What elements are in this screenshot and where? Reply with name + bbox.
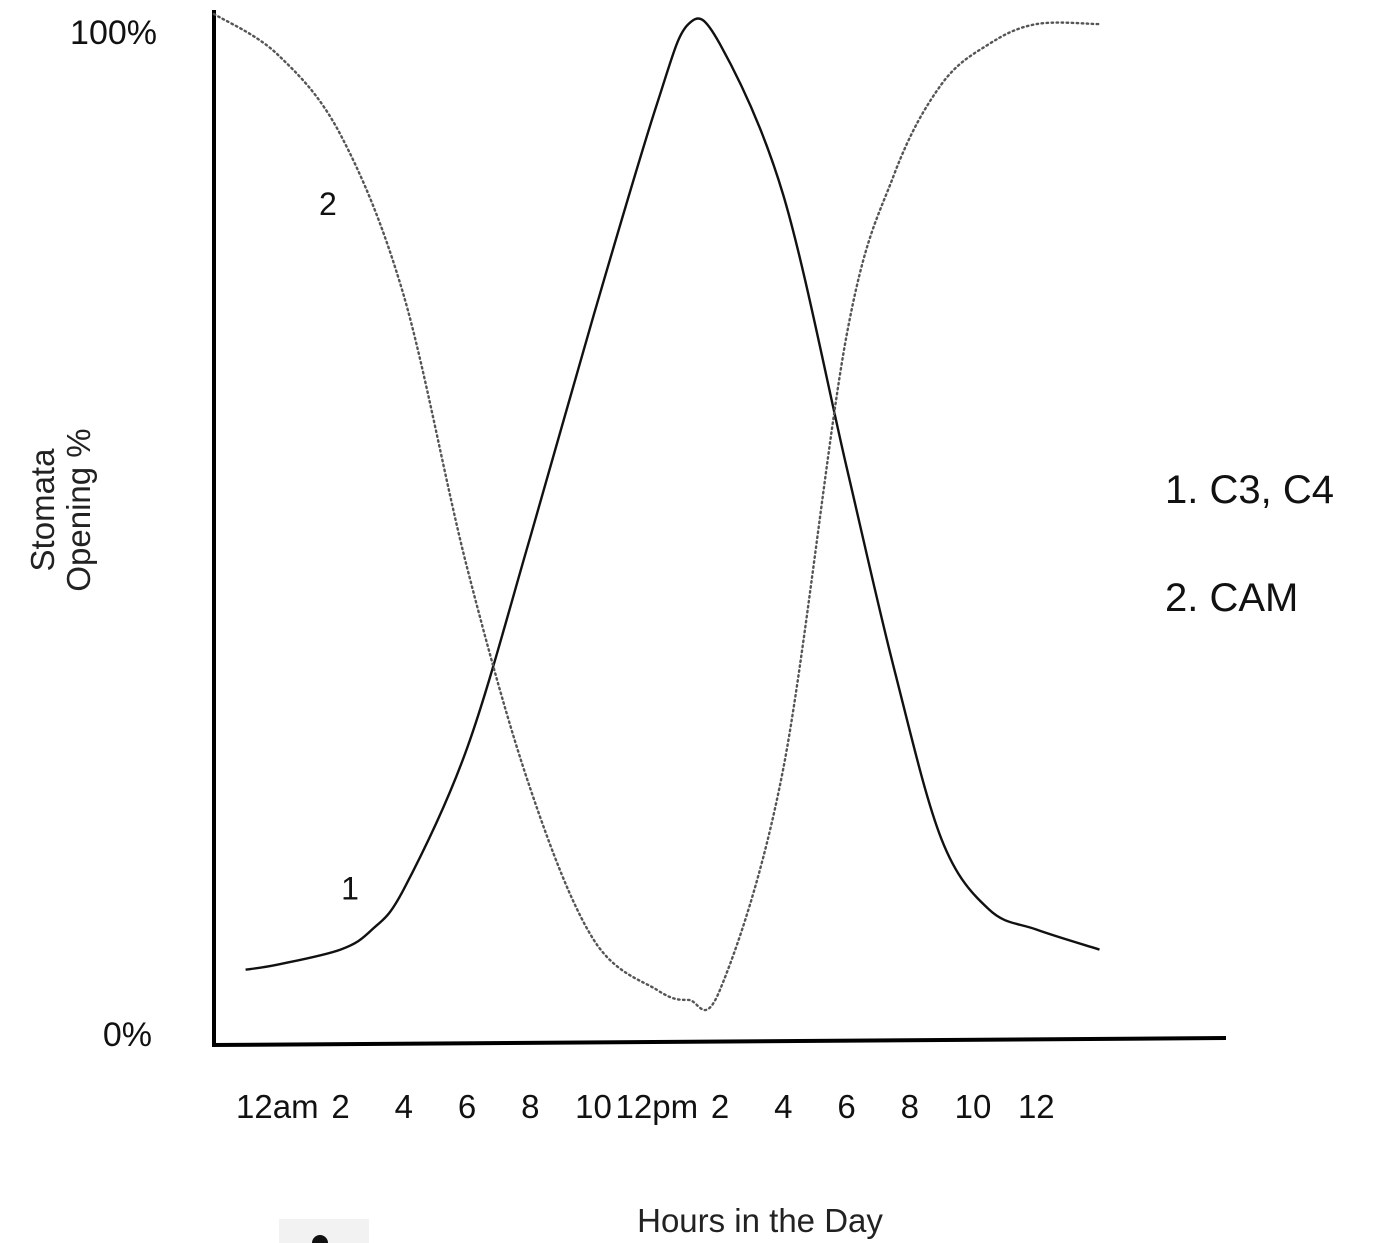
x-axis-title: Hours in the Day (637, 1202, 883, 1239)
legend-item-cam: 2. CAM (1165, 576, 1298, 620)
x-tick-label: 4 (395, 1088, 413, 1125)
y-axis-title-line-1: Stomata (24, 448, 61, 572)
series-line-1 (245, 17, 1100, 971)
x-tick-labels: 12am 2 4 6 8 10 12pm 2 4 6 8 10 12 (236, 1088, 1055, 1125)
x-tick-label: 10 (955, 1088, 992, 1125)
x-tick-label: 4 (774, 1088, 792, 1125)
x-tick-label: 6 (837, 1088, 855, 1125)
x-tick-label: 2 (711, 1088, 729, 1125)
x-tick-label: 8 (521, 1088, 539, 1125)
series-label-1: 1 (341, 870, 359, 906)
marker-dot-icon (312, 1235, 328, 1243)
y-axis-top-label: 100% (70, 14, 157, 52)
x-tick-label: 12am (236, 1088, 319, 1125)
x-axis-line (211, 1036, 1227, 1047)
x-tick-label: 6 (458, 1088, 476, 1125)
series-layer: 12 (212, 12, 1101, 1012)
x-tick-label: 12pm (616, 1088, 699, 1125)
x-tick-label: 12 (1018, 1088, 1055, 1125)
legend-item-c3-c4: 1. C3, C4 (1165, 468, 1334, 512)
y-axis-title: Stomata Opening % (24, 428, 97, 591)
y-axis-bottom-label: 0% (103, 1016, 152, 1054)
x-tick-label: 2 (331, 1088, 349, 1125)
x-tick-label: 10 (575, 1088, 612, 1125)
series-label-2: 2 (319, 186, 337, 222)
y-axis-title-line-2: Opening % (60, 428, 97, 591)
series-line-2 (212, 12, 1101, 1012)
x-tick-label: 8 (901, 1088, 919, 1125)
